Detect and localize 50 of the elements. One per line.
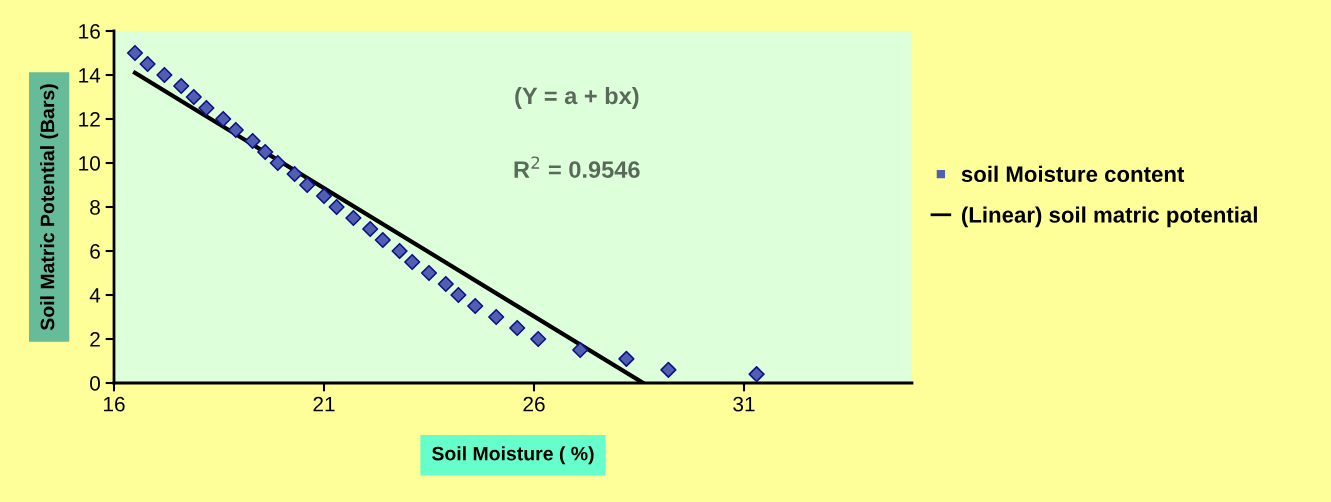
- point: [572, 341, 589, 359]
- point: [509, 319, 526, 337]
- point: [374, 231, 391, 249]
- annotation: (Y = a + bx): [515, 86, 639, 109]
- point: [185, 88, 202, 106]
- y-tick-label: 4: [89, 288, 101, 303]
- point: [530, 330, 547, 348]
- x-tick-label: 21: [313, 396, 335, 412]
- y-tick-label: 8: [90, 200, 100, 215]
- y-tick-label: 16: [79, 24, 100, 39]
- point: [362, 220, 379, 238]
- point: [299, 176, 316, 194]
- point: [328, 198, 345, 216]
- y-tick-label: 2: [90, 332, 100, 347]
- legend-label: (Linear) soil matric potential: [962, 206, 1257, 228]
- x-tick-label: 16: [104, 396, 125, 412]
- y-tick-label: 0: [90, 376, 100, 391]
- point: [244, 132, 261, 150]
- point: [660, 361, 677, 378]
- point: [345, 209, 362, 227]
- point: [618, 350, 635, 367]
- legend-label: soil Moisture content: [961, 165, 1185, 183]
- annotation: R$^{2}$ = 0.9546: [514, 156, 640, 178]
- point: [450, 286, 467, 304]
- y-tick-label: 6: [90, 244, 100, 259]
- point: [315, 187, 333, 205]
- point: [215, 110, 232, 128]
- y-tick-label: 14: [79, 68, 101, 83]
- point: [437, 275, 454, 293]
- x-tick-label: 31: [733, 396, 755, 412]
- point: [286, 165, 303, 183]
- y-axis-title: Soil Matric Potential (Bars): [40, 84, 59, 331]
- y-tick-label: 10: [79, 156, 100, 171]
- point: [257, 143, 274, 161]
- point: [173, 77, 190, 95]
- point: [391, 242, 408, 260]
- point: [126, 44, 144, 62]
- x-axis-title: Soil Moisture ( %): [432, 446, 594, 465]
- point: [488, 308, 505, 326]
- point: [198, 99, 215, 117]
- point: [467, 297, 484, 315]
- y-tick-label: 12: [79, 112, 100, 127]
- point: [156, 66, 173, 84]
- x-tick-label: 26: [523, 396, 545, 412]
- point: [420, 264, 438, 282]
- point: [404, 253, 421, 271]
- point: [139, 55, 156, 73]
- point: [227, 121, 244, 139]
- point: [748, 366, 765, 383]
- point: [269, 154, 286, 172]
